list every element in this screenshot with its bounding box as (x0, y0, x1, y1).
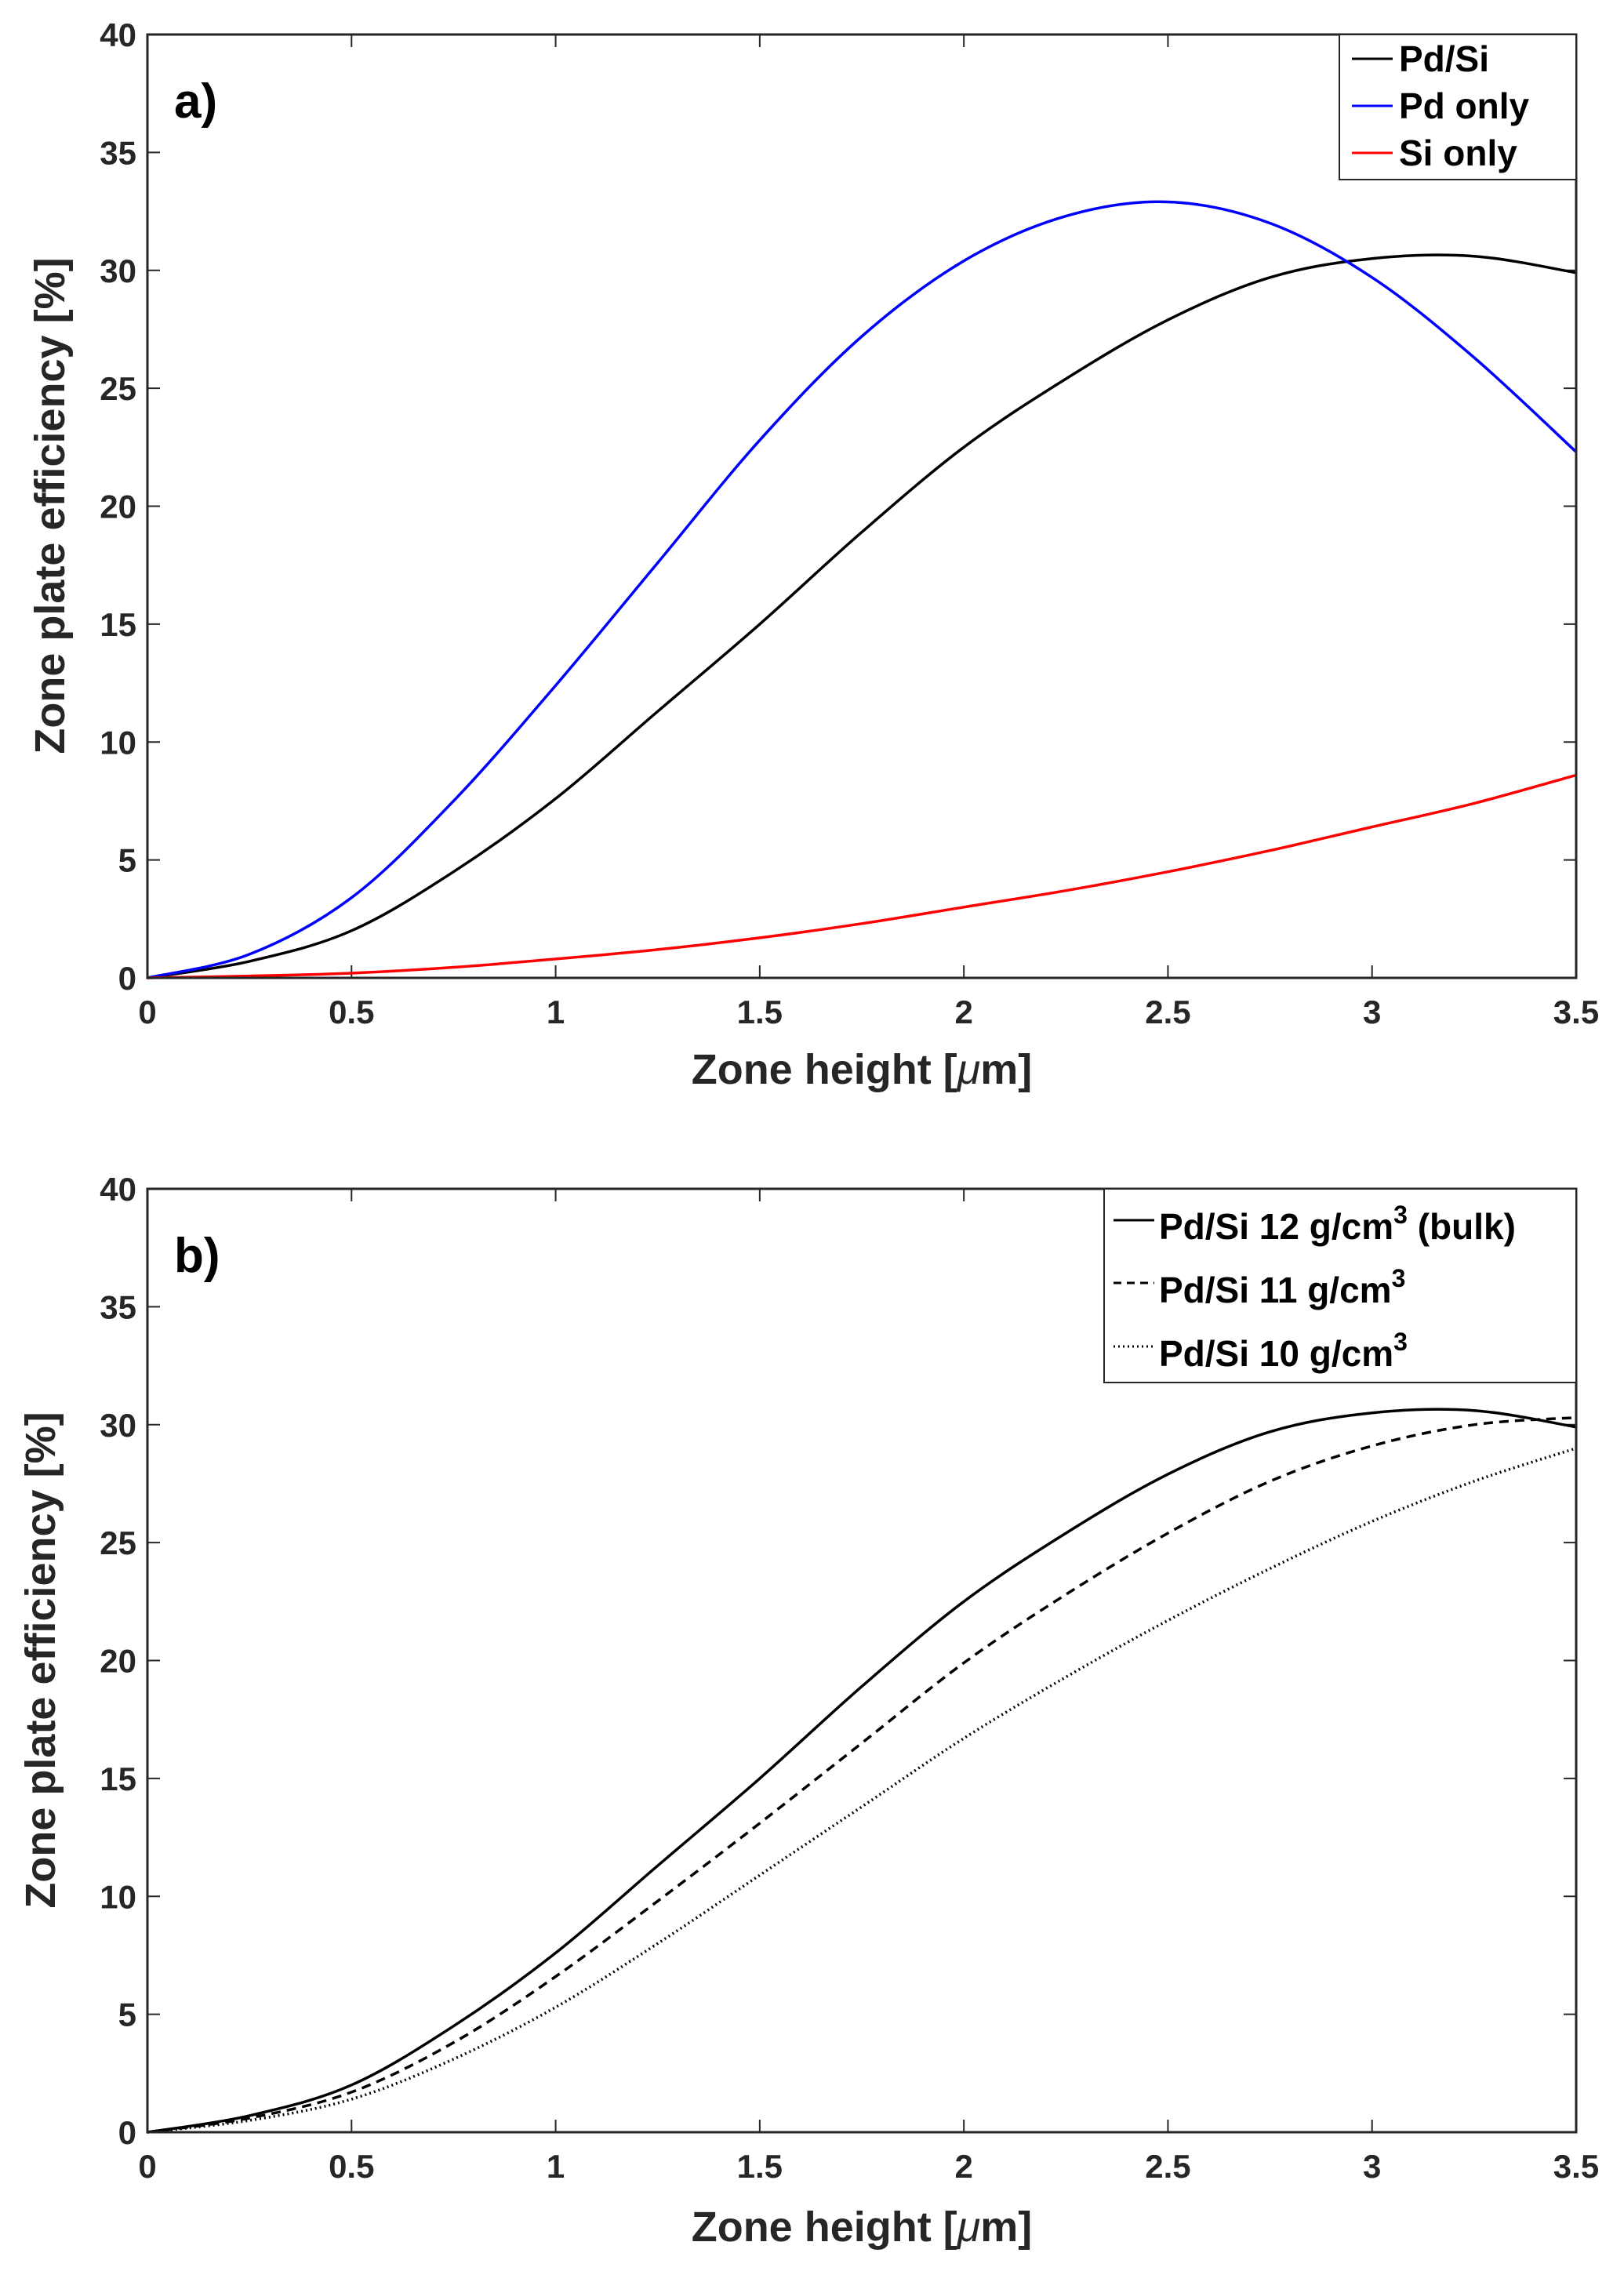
a-x-tick-label: 2 (954, 994, 972, 1030)
a-x-tick-label: 1 (547, 994, 565, 1030)
b-axes-frame (146, 1187, 1578, 2134)
b-x-tick-label: 3.5 (1553, 2148, 1599, 2185)
a-y-tick-label: 35 (100, 134, 136, 171)
b-y-tick-label: 30 (100, 1407, 136, 1444)
b-legend-box (1103, 1188, 1577, 1383)
b-y-tick-label: 25 (100, 1524, 136, 1561)
b-x-tick-labels: 0 0.5 1 1.5 2 2.5 3 3.5 (138, 2148, 1599, 2185)
a-y-tick-labels: 0 5 10 15 20 25 30 35 40 (100, 16, 136, 997)
a-y-tick-label: 15 (100, 606, 136, 643)
a-y-tick-label: 30 (100, 253, 136, 289)
b-y-tick-label: 15 (100, 1760, 136, 1797)
a-y-tick-label: 5 (118, 842, 136, 879)
b-x-tick-label: 2.5 (1145, 2148, 1190, 2185)
b-x-tick-label: 1 (547, 2148, 565, 2185)
a-series-line-1 (147, 200, 1578, 979)
b-y-tick-label: 40 (100, 1171, 136, 1208)
b-series-lines (147, 1408, 1577, 2134)
a-series-lines (147, 200, 1578, 979)
a-x-tick-label: 1.5 (737, 994, 783, 1030)
a-x-tick-labels: 0 0.5 1 1.5 2 2.5 3 3.5 (138, 994, 1599, 1030)
b-x-tick-label: 0.5 (329, 2148, 374, 2185)
a-series-line-2 (147, 773, 1577, 979)
a-x-tick-label: 0 (138, 994, 156, 1030)
a-y-tick-label: 20 (100, 489, 136, 525)
a-legend-label-si-only: Si only (1399, 133, 1517, 173)
a-legend-label-pd-only: Pd only (1399, 85, 1530, 126)
b-x-tick-label: 1.5 (737, 2148, 783, 2185)
b-panel-label: b) (174, 1229, 220, 1283)
b-series-line-2 (147, 1447, 1577, 2134)
a-x-axis-label: Zone height [μm] (692, 1046, 1033, 1093)
b-x-tick-label: 2 (954, 2148, 972, 2185)
b-series-line-0 (147, 1408, 1577, 2134)
b-legend-label-11: Pd/Si 11 g/cm3 (1159, 1264, 1405, 1310)
a-x-tick-label: 3 (1363, 994, 1381, 1030)
a-x-tick-label: 3.5 (1553, 994, 1599, 1030)
b-legend: Pd/Si 12 g/cm3 (bulk) Pd/Si 11 g/cm3 Pd/… (1103, 1188, 1577, 1383)
b-y-tick-label: 10 (100, 1878, 136, 1915)
b-x-tick-label: 3 (1363, 2148, 1381, 2185)
b-x-tick-label: 0 (138, 2148, 156, 2185)
a-axes-frame (146, 33, 1578, 979)
a-y-tick-label: 25 (100, 370, 136, 407)
a-y-axis-label: Zone plate efficiency [%] (27, 257, 74, 754)
b-legend-label-10: Pd/Si 10 g/cm3 (1159, 1328, 1408, 1374)
b-y-tick-labels: 0 5 10 15 20 25 30 35 40 (100, 1171, 136, 2151)
a-y-tick-label: 10 (100, 724, 136, 761)
a-legend-label-pd-si: Pd/Si (1399, 38, 1489, 79)
b-legend-label-12: Pd/Si 12 g/cm3 (bulk) (1159, 1201, 1516, 1247)
b-y-tick-label: 5 (118, 1997, 136, 2033)
a-y-tick-label: 0 (118, 960, 136, 997)
a-legend: Pd/Si Pd only Si only (1339, 34, 1577, 180)
a-panel-label: a) (174, 74, 217, 129)
a-y-tick-label: 40 (100, 16, 136, 53)
b-y-tick-label: 20 (100, 1643, 136, 1680)
a-series-line-0 (147, 253, 1577, 979)
b-y-tick-label: 0 (118, 2114, 136, 2151)
panel-b: 0 0.5 1 1.5 2 2.5 3 3.5 0 5 10 15 20 25 30 35 40 b) Zon… (17, 1171, 1599, 2251)
a-x-tick-label: 2.5 (1145, 994, 1190, 1030)
panel-a: 0 0.5 1 1.5 2 2.5 3 3.5 0 5 10 15 20 25 30 35 40 a) Zon… (27, 16, 1599, 1093)
a-x-tick-label: 0.5 (329, 994, 374, 1030)
b-y-axis-label: Zone plate efficiency [%] (17, 1412, 64, 1908)
b-series-line-1 (147, 1415, 1577, 2134)
b-x-axis-label: Zone height [μm] (692, 2204, 1033, 2251)
b-y-tick-label: 35 (100, 1288, 136, 1325)
